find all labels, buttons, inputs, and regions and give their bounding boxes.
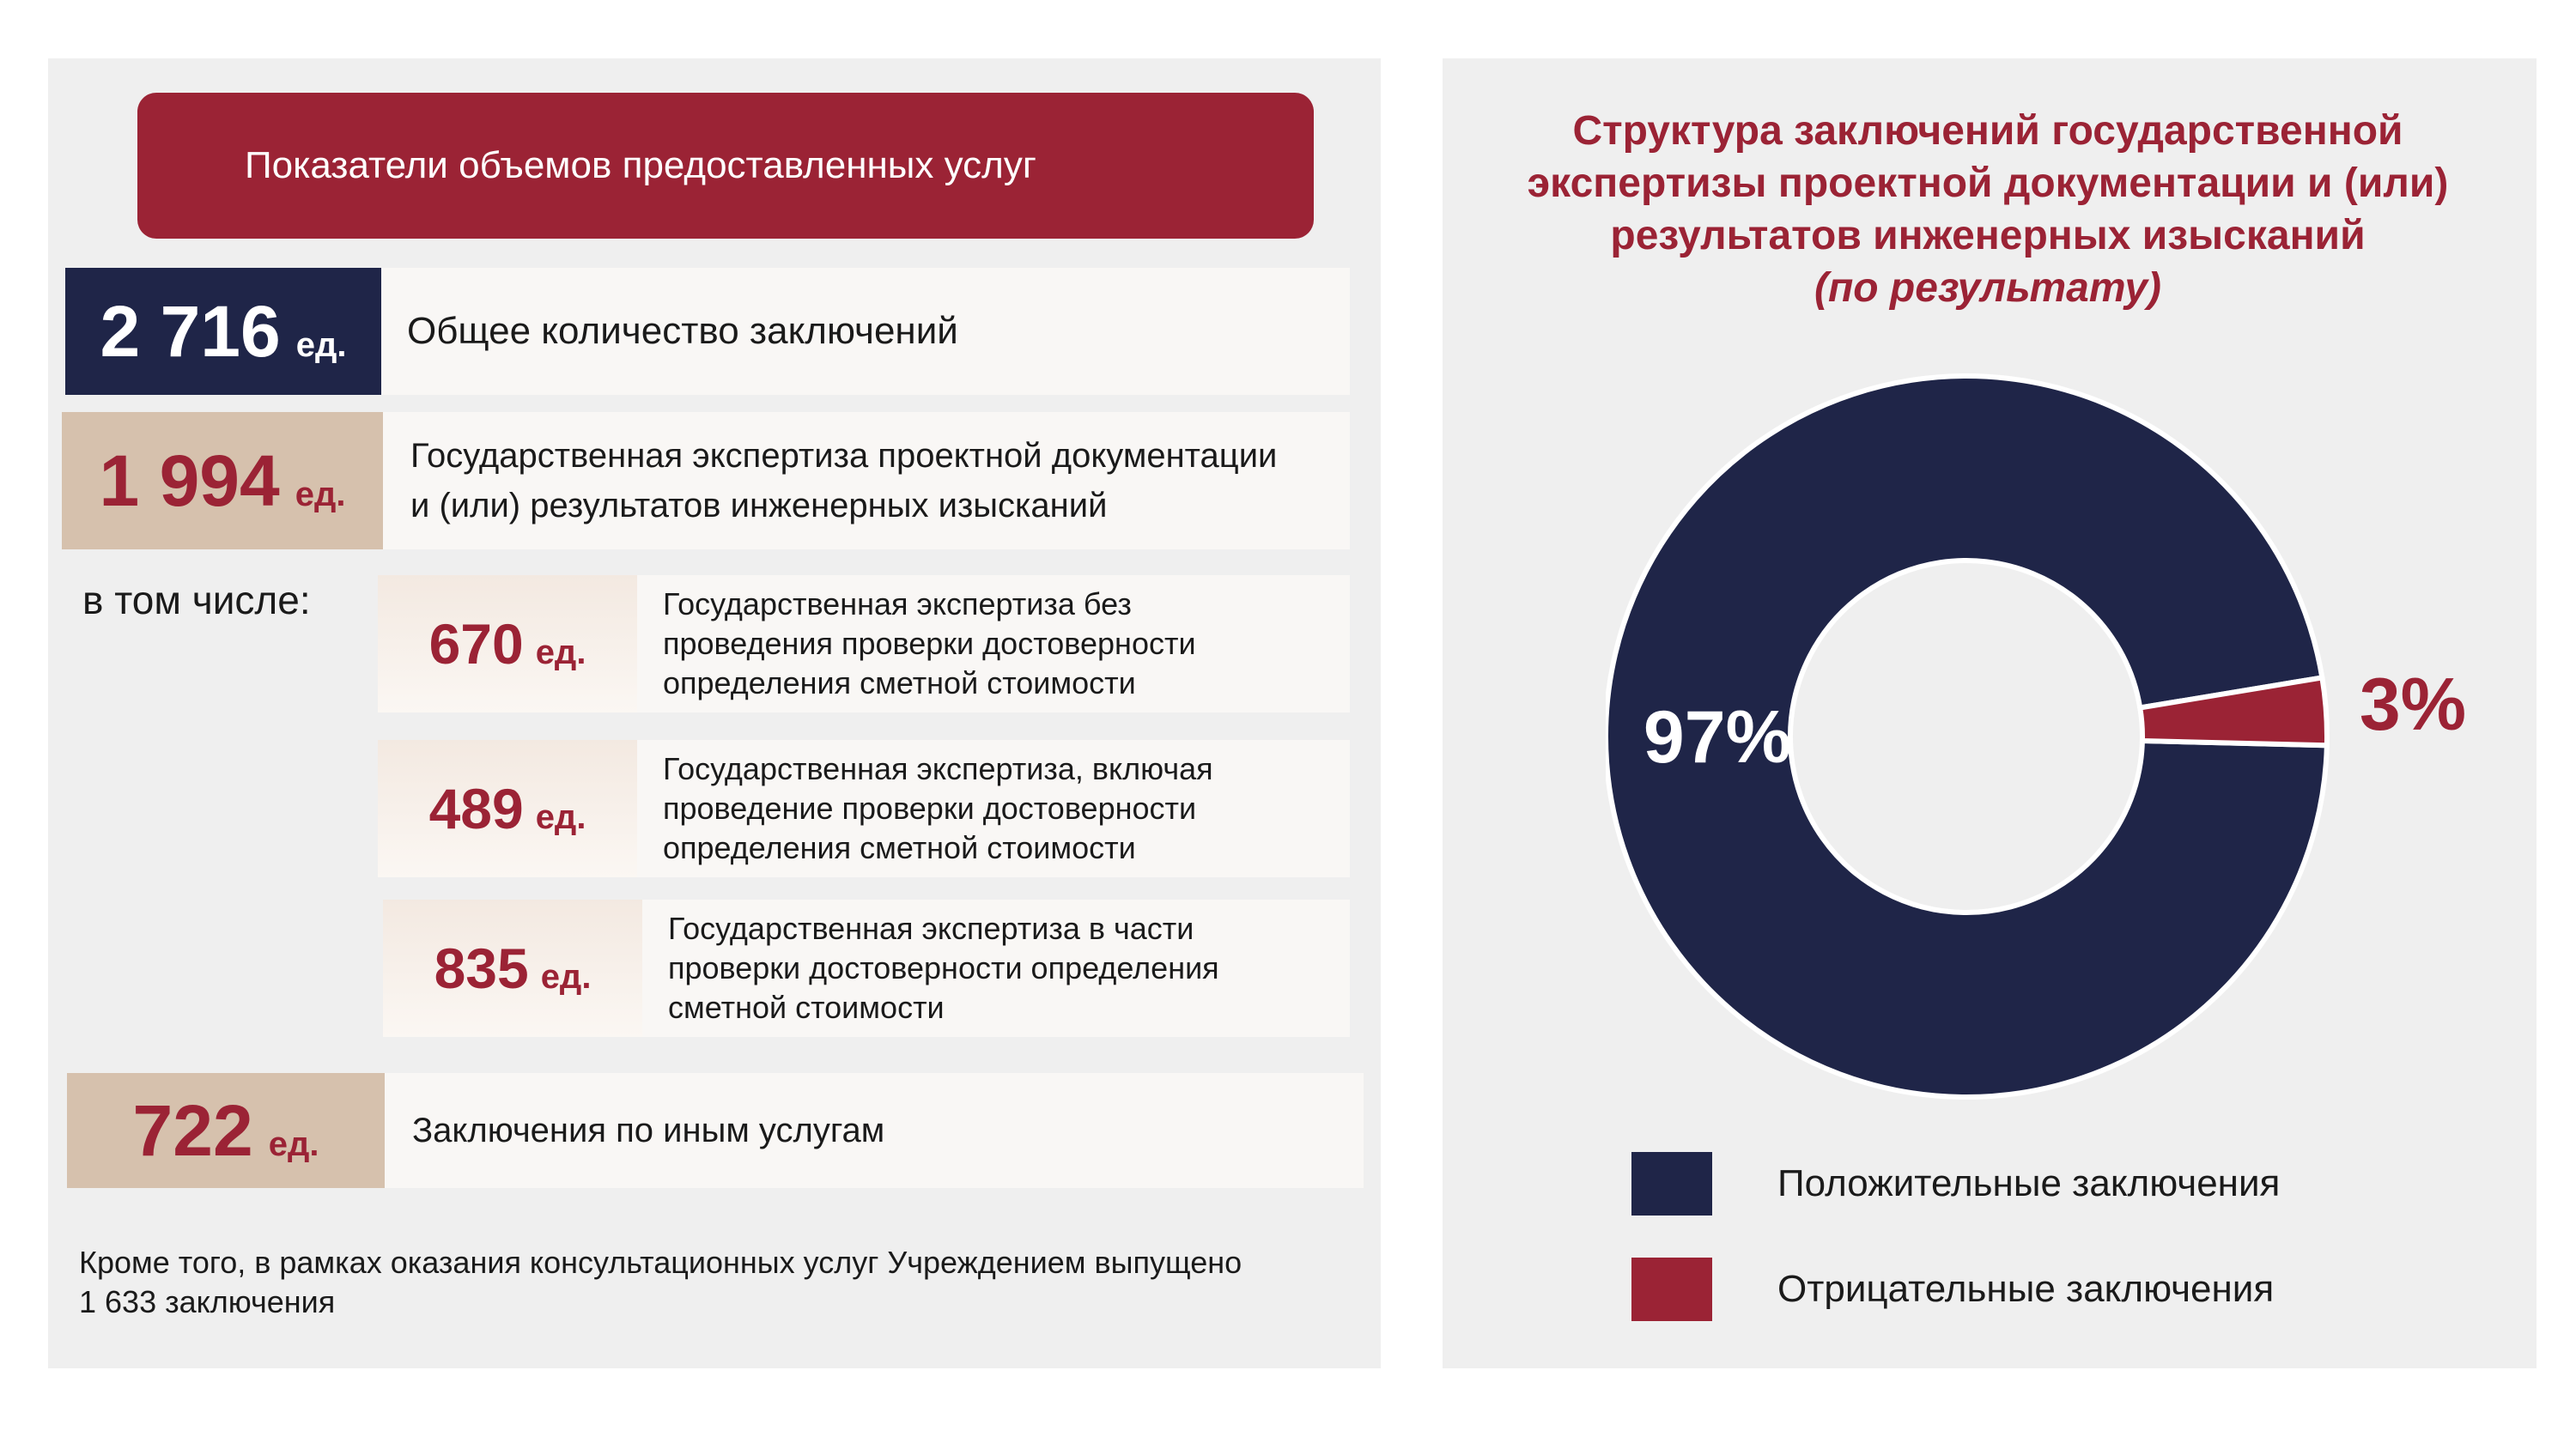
state-label: Государственная экспертиза проектной док…	[383, 412, 1350, 549]
sub-item-label-line: определения сметной стоимости	[663, 665, 1136, 700]
sub-item-row: 835 ед. Государственная экспертиза в час…	[383, 900, 1350, 1037]
including-label: в том числе:	[82, 578, 311, 622]
sub-item-value-box: 670 ед.	[378, 575, 637, 712]
consulting-note: Кроме того, в рамках оказания консультац…	[79, 1243, 1350, 1322]
state-expertise-row: 1 994 ед. Государственная экспертиза про…	[62, 412, 1350, 549]
sub-item-value: 489	[428, 777, 524, 840]
sub-item-label-line: сметной стоимости	[668, 990, 945, 1025]
legend-label-negative: Отрицательные заключения	[1777, 1268, 2275, 1310]
donut-chart: 97% 3%	[1606, 373, 2464, 1100]
chart-title-line: экспертизы проектной документации и (или…	[1527, 161, 2449, 206]
state-value: 1 994	[99, 440, 280, 521]
sub-item-label-line: проведения проверки достоверности	[663, 626, 1196, 661]
sub-item-row: 489 ед. Государственная экспертиза, вклю…	[378, 740, 1350, 877]
state-value-box: 1 994 ед.	[62, 412, 383, 549]
note-line: Кроме того, в рамках оказания консультац…	[79, 1245, 1242, 1280]
chart-title-line: результатов инженерных изысканий	[1610, 213, 2366, 258]
services-banner: Показатели объемов предоставленных услуг	[137, 93, 1314, 239]
legend-item-negative: Отрицательные заключения	[1631, 1258, 2274, 1321]
other-label: Заключения по иным услугам	[385, 1073, 1364, 1188]
chart-subtitle: (по результату)	[1814, 265, 2162, 311]
sub-item-label-line: проведение проверки достоверности	[663, 791, 1197, 826]
other-unit: ед.	[268, 1125, 319, 1163]
total-label: Общее количество заключений	[381, 268, 1350, 395]
sub-item-label-line: Государственная экспертиза, включая	[663, 751, 1213, 786]
total-unit: ед.	[295, 325, 347, 364]
sub-item-value: 835	[434, 937, 529, 1000]
state-label-line: и (или) результатов инженерных изысканий	[410, 487, 1108, 524]
other-value-box: 722 ед.	[67, 1073, 385, 1188]
total-conclusions-row: 2 716 ед. Общее количество заключений	[65, 268, 1350, 395]
chart-title: Структура заключений государственной экс…	[1460, 105, 2516, 314]
donut-label-negative: 3%	[2360, 664, 2464, 746]
sub-item-value-box: 489 ед.	[378, 740, 637, 877]
total-value-box: 2 716 ед.	[65, 268, 381, 395]
legend-label-positive: Положительные заключения	[1777, 1162, 2281, 1204]
state-unit: ед.	[295, 475, 346, 513]
sub-item-label-line: Государственная экспертиза в части	[668, 911, 1194, 946]
total-value: 2 716	[100, 290, 281, 372]
sub-item-value-box: 835 ед.	[383, 900, 642, 1037]
sub-item-unit: ед.	[535, 634, 586, 671]
sub-item-label-line: проверки достоверности определения	[668, 950, 1219, 985]
legend-swatch-positive	[1631, 1152, 1712, 1216]
sub-item-label: Государственная экспертиза, включая пров…	[637, 740, 1350, 877]
note-line: 1 633 заключения	[79, 1284, 336, 1319]
donut-label-positive: 97%	[1643, 696, 1791, 779]
sub-item-label: Государственная экспертиза без проведени…	[637, 575, 1350, 712]
sub-item-label-line: Государственная экспертиза без	[663, 586, 1132, 621]
sub-item-value: 670	[428, 612, 524, 676]
legend-swatch-negative	[1631, 1258, 1712, 1321]
donut-slice-positive	[1606, 373, 2330, 1100]
sub-item-unit: ед.	[540, 958, 592, 996]
sub-item-label: Государственная экспертиза в части прове…	[642, 900, 1350, 1037]
banner-title: Показатели объемов предоставленных услуг	[245, 144, 1036, 186]
chart-title-line: Структура заключений государственной	[1572, 108, 2403, 154]
sub-item-label-line: определения сметной стоимости	[663, 830, 1136, 865]
donut-slice-negative	[2136, 674, 2330, 749]
state-label-line: Государственная экспертиза проектной док…	[410, 437, 1278, 475]
sub-item-row: 670 ед. Государственная экспертиза без п…	[378, 575, 1350, 712]
other-value: 722	[132, 1089, 253, 1171]
other-services-row: 722 ед. Заключения по иным услугам	[67, 1073, 1364, 1188]
legend-item-positive: Положительные заключения	[1631, 1152, 2280, 1216]
sub-item-unit: ед.	[535, 798, 586, 836]
